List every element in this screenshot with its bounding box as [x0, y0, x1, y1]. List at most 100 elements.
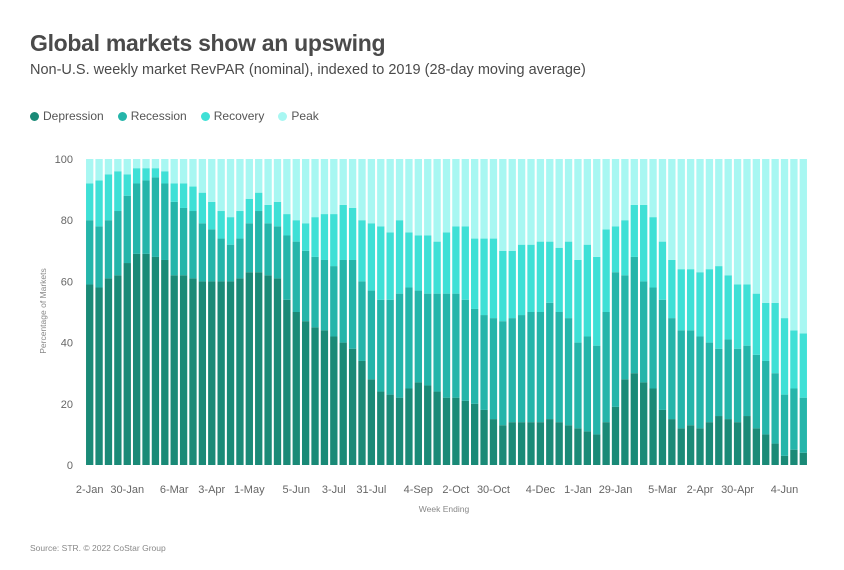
bar-segment-recovery[interactable] — [433, 241, 441, 294]
bar-segment-depression[interactable] — [358, 360, 366, 465]
bar-segment-peak[interactable] — [377, 159, 385, 227]
bar-segment-recession[interactable] — [696, 336, 704, 429]
bar-segment-recovery[interactable] — [339, 204, 347, 260]
legend-item-depression[interactable]: Depression — [30, 109, 104, 123]
bar-segment-peak[interactable] — [705, 159, 714, 270]
bar-segment-depression[interactable] — [179, 275, 188, 465]
bar-segment-recovery[interactable] — [555, 247, 563, 312]
bar-segment-peak[interactable] — [217, 159, 225, 212]
bar-segment-recovery[interactable] — [799, 333, 807, 398]
bar-segment-recovery[interactable] — [151, 168, 160, 178]
bar-segment-depression[interactable] — [348, 348, 357, 465]
bar-segment-peak[interactable] — [461, 159, 469, 227]
bar-segment-recovery[interactable] — [461, 226, 469, 300]
bar-segment-depression[interactable] — [151, 256, 160, 465]
bar-segment-recession[interactable] — [686, 330, 695, 426]
bar-segment-recovery[interactable] — [123, 174, 131, 196]
bar-segment-recession[interactable] — [142, 180, 150, 254]
bar-segment-peak[interactable] — [339, 159, 347, 205]
bar-segment-depression[interactable] — [208, 281, 216, 465]
bar-segment-recovery[interactable] — [95, 180, 103, 227]
bar-segment-peak[interactable] — [414, 159, 422, 236]
bar-segment-recession[interactable] — [311, 256, 319, 328]
bar-segment-peak[interactable] — [386, 159, 394, 233]
bar-segment-recession[interactable] — [123, 195, 131, 264]
bar-segment-depression[interactable] — [123, 263, 131, 465]
bar-segment-recovery[interactable] — [320, 214, 329, 260]
bar-segment-peak[interactable] — [283, 159, 291, 215]
bar-segment-peak[interactable] — [348, 159, 357, 208]
bar-segment-recession[interactable] — [433, 293, 441, 392]
bar-segment-peak[interactable] — [123, 159, 131, 175]
bar-segment-recovery[interactable] — [517, 244, 526, 316]
bar-segment-peak[interactable] — [86, 159, 94, 184]
bar-segment-peak[interactable] — [733, 159, 742, 285]
bar-segment-recession[interactable] — [217, 238, 225, 282]
bar-segment-recession[interactable] — [198, 223, 207, 282]
bar-segment-peak[interactable] — [179, 159, 188, 184]
bar-segment-recession[interactable] — [621, 275, 629, 380]
bar-segment-recession[interactable] — [367, 290, 376, 380]
bar-segment-recovery[interactable] — [724, 275, 732, 340]
bar-segment-depression[interactable] — [104, 278, 113, 465]
bar-segment-depression[interactable] — [649, 388, 657, 466]
bar-segment-recovery[interactable] — [658, 241, 667, 300]
bar-segment-depression[interactable] — [630, 373, 638, 465]
bar-segment-peak[interactable] — [208, 159, 216, 202]
bar-segment-recovery[interactable] — [442, 232, 451, 294]
legend-item-recovery[interactable]: Recovery — [200, 109, 264, 123]
bar-segment-depression[interactable] — [583, 431, 591, 465]
bar-segment-recession[interactable] — [358, 281, 366, 361]
bar-segment-recession[interactable] — [658, 299, 667, 410]
bar-segment-recession[interactable] — [424, 293, 432, 386]
bar-segment-depression[interactable] — [668, 419, 676, 465]
bar-segment-depression[interactable] — [677, 428, 685, 465]
bar-segment-recovery[interactable] — [649, 217, 657, 288]
bar-segment-peak[interactable] — [499, 159, 507, 251]
bar-segment-recovery[interactable] — [367, 223, 376, 291]
bar-segment-recession[interactable] — [301, 250, 310, 322]
bar-segment-peak[interactable] — [602, 159, 610, 230]
bar-segment-recession[interactable] — [95, 226, 103, 288]
bar-segment-depression[interactable] — [686, 425, 695, 465]
bar-segment-recovery[interactable] — [395, 220, 404, 294]
bar-segment-recession[interactable] — [339, 259, 347, 343]
bar-segment-recession[interactable] — [733, 348, 742, 423]
bar-segment-recovery[interactable] — [677, 269, 685, 331]
bar-segment-peak[interactable] — [395, 159, 404, 221]
bar-segment-depression[interactable] — [114, 275, 122, 465]
bar-segment-recession[interactable] — [762, 360, 770, 435]
bar-segment-recession[interactable] — [640, 281, 648, 383]
bar-segment-depression[interactable] — [733, 422, 742, 465]
bar-segment-recession[interactable] — [151, 177, 160, 257]
bar-segment-peak[interactable] — [264, 159, 272, 205]
bar-segment-recovery[interactable] — [273, 201, 282, 227]
bar-segment-peak[interactable] — [527, 159, 535, 245]
bar-segment-recovery[interactable] — [142, 168, 150, 181]
bar-segment-depression[interactable] — [367, 379, 376, 465]
bar-segment-depression[interactable] — [452, 397, 460, 465]
bar-segment-depression[interactable] — [658, 409, 667, 465]
bar-segment-peak[interactable] — [170, 159, 178, 184]
bar-segment-peak[interactable] — [320, 159, 329, 215]
bar-segment-depression[interactable] — [95, 287, 103, 465]
bar-segment-recession[interactable] — [255, 211, 263, 273]
bar-segment-recession[interactable] — [630, 256, 638, 374]
bar-segment-depression[interactable] — [264, 275, 272, 465]
bar-segment-recession[interactable] — [377, 299, 385, 392]
bar-segment-recovery[interactable] — [705, 269, 714, 343]
bar-segment-depression[interactable] — [161, 259, 169, 465]
bar-segment-recovery[interactable] — [733, 284, 742, 349]
bar-segment-recession[interactable] — [273, 226, 282, 279]
bar-segment-depression[interactable] — [283, 299, 291, 465]
bar-segment-recession[interactable] — [555, 312, 563, 423]
bar-segment-depression[interactable] — [226, 281, 235, 465]
bar-segment-peak[interactable] — [508, 159, 516, 251]
bar-segment-recovery[interactable] — [86, 183, 94, 221]
bar-segment-recession[interactable] — [536, 312, 545, 423]
bar-segment-depression[interactable] — [471, 403, 479, 465]
bar-segment-recession[interactable] — [499, 321, 507, 426]
bar-segment-depression[interactable] — [771, 443, 779, 465]
bar-segment-recession[interactable] — [668, 318, 676, 420]
bar-segment-depression[interactable] — [236, 278, 244, 465]
